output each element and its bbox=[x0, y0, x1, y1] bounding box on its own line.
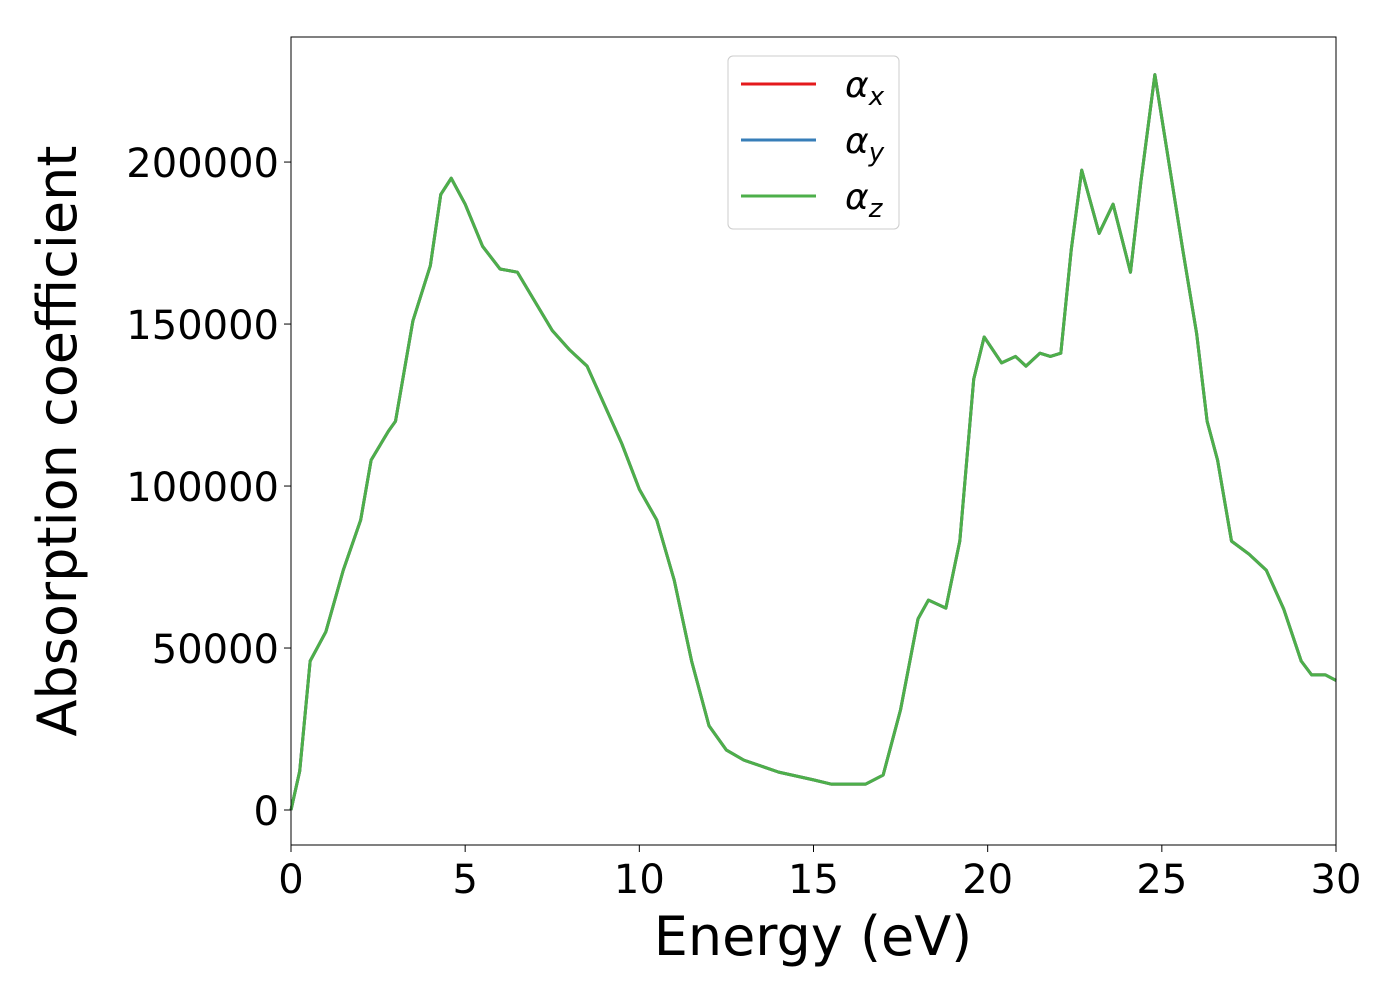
y-tick-label: 200000 bbox=[126, 141, 279, 187]
y-tick-label: 150000 bbox=[126, 303, 279, 349]
x-tick-label: 0 bbox=[278, 857, 303, 903]
x-tick-label: 30 bbox=[1311, 857, 1362, 903]
legend-label: αx bbox=[845, 65, 885, 112]
x-tick-label: 5 bbox=[452, 857, 477, 903]
y-axis-label: Absorption coefficient bbox=[26, 146, 89, 737]
data-line bbox=[289, 73, 1337, 811]
legend-box bbox=[727, 55, 900, 230]
y-tick-label: 0 bbox=[254, 789, 279, 835]
x-tick-label: 20 bbox=[962, 857, 1013, 903]
legend-label: αy bbox=[845, 121, 885, 168]
legend-label: αz bbox=[845, 177, 884, 224]
x-tick-label: 10 bbox=[614, 857, 665, 903]
legend: αx αy αz bbox=[727, 55, 900, 230]
y-tick-label: 50000 bbox=[152, 627, 279, 673]
x-axis-label: Energy (eV) bbox=[654, 905, 973, 968]
x-tick-label: 25 bbox=[1136, 857, 1187, 903]
x-tick-label: 15 bbox=[788, 857, 839, 903]
y-tick-label: 100000 bbox=[126, 465, 279, 511]
